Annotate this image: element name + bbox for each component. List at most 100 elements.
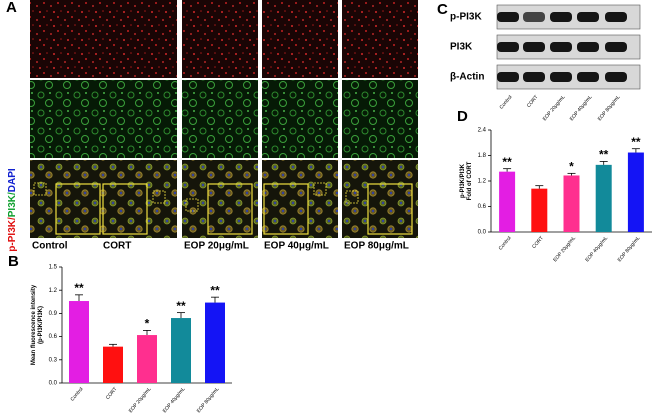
band: [577, 42, 599, 52]
band: [523, 72, 545, 82]
column-label: EOP 40μg/mL: [264, 241, 329, 252]
band: [577, 72, 599, 82]
inset-marker: [152, 190, 166, 204]
panel-letter: B: [8, 253, 19, 270]
y-tick-label: 0.0: [478, 230, 487, 236]
y-axis-label: Mean fluorescence intensity(p-PI3K/PI3K): [31, 284, 44, 365]
x-tick-label: EOP 40μg/mL: [584, 235, 609, 263]
column-label: EOP 20μg/mL: [184, 241, 249, 252]
inset-marker: [33, 182, 47, 196]
inset: [263, 183, 309, 235]
blot-row-label: β-Actin: [450, 72, 484, 83]
lane-label: EOP 40μg/mL: [569, 94, 594, 122]
bar: [171, 318, 191, 383]
bar: [627, 152, 644, 232]
micrograph: [342, 0, 418, 78]
x-tick-label: Control: [70, 386, 85, 402]
x-tick-label: EOP 20μg/mL: [128, 386, 153, 414]
stain-label: p-PI3K/PI3K/DAPI: [7, 168, 18, 252]
x-tick-label: CORT: [105, 386, 119, 401]
x-tick-label: EOP 20μg/mL: [552, 235, 577, 263]
y-tick-label: 1.2: [49, 288, 58, 294]
lane-label: CORT: [526, 94, 540, 109]
significance: **: [631, 135, 641, 149]
significance: **: [176, 299, 186, 313]
blot-row-label: PI3K: [450, 42, 473, 53]
x-tick-label: EOP 80μg/mL: [196, 386, 221, 414]
inset-marker: [185, 198, 199, 212]
panel-letter: A: [6, 0, 17, 16]
bar: [499, 171, 516, 232]
micrograph: [262, 0, 338, 78]
panel-letter: D: [457, 108, 468, 125]
stain-part: p-PI3K/: [7, 217, 18, 252]
micrograph: [262, 80, 338, 158]
inset-marker: [345, 190, 359, 204]
significance: **: [74, 281, 84, 295]
y-tick-label: 0.9: [49, 311, 58, 317]
stain-part: PI3K/: [7, 192, 18, 217]
bar: [531, 188, 548, 232]
y-tick-label: 1.2: [478, 179, 487, 185]
column-label: CORT: [103, 241, 131, 252]
x-tick-label: Control: [498, 235, 513, 251]
band: [550, 12, 572, 22]
band: [605, 12, 627, 22]
significance: *: [145, 317, 150, 331]
micrograph: [342, 80, 418, 158]
bar: [563, 175, 580, 232]
y-label-line: Mean fluorescence intensity: [31, 284, 37, 365]
inset: [55, 183, 101, 235]
x-tick-label: EOP 40μg/mL: [162, 386, 187, 414]
inset-marker: [313, 182, 327, 196]
bar: [137, 335, 157, 383]
band: [605, 72, 627, 82]
micrograph: [30, 80, 106, 158]
inset: [207, 183, 253, 235]
inset: [367, 183, 413, 235]
y-tick-label: 0.6: [478, 204, 487, 210]
significance: *: [569, 160, 574, 174]
band: [550, 42, 572, 52]
bar: [103, 346, 123, 383]
x-tick-label: CORT: [531, 235, 545, 250]
lane-label: Control: [499, 94, 514, 110]
significance: **: [210, 283, 220, 297]
y-label-line: Fold of CORT: [467, 161, 473, 200]
micrograph: [182, 80, 258, 158]
column-label: Control: [32, 241, 68, 252]
band: [550, 72, 572, 82]
band: [497, 42, 519, 52]
band: [577, 12, 599, 22]
significance: **: [599, 148, 609, 162]
blot-row-label: p-PI3K: [450, 12, 482, 23]
band: [497, 12, 519, 22]
significance: **: [502, 155, 512, 169]
y-tick-label: 2.4: [478, 128, 487, 134]
bar: [595, 164, 612, 232]
lane-label: EOP 20μg/mL: [542, 94, 567, 122]
stain-part: DAPI: [7, 168, 18, 192]
y-label-line: (p-PI3K/PI3K): [38, 306, 44, 344]
band: [523, 12, 545, 22]
y-tick-label: 0.6: [49, 334, 58, 340]
bar: [205, 302, 225, 383]
y-tick-label: 1.5: [49, 265, 58, 271]
y-tick-label: 1.8: [478, 153, 487, 159]
micrograph: [30, 0, 106, 78]
y-label-line: p-PI3K/PI3K: [460, 163, 466, 198]
y-tick-label: 0.3: [49, 357, 58, 363]
y-axis-label: p-PI3K/PI3KFold of CORT: [460, 161, 473, 200]
bar: [69, 301, 89, 383]
column-label: EOP 80μg/mL: [344, 241, 409, 252]
micrograph: [101, 0, 177, 78]
micrograph: [182, 0, 258, 78]
panel-letter: C: [437, 1, 448, 18]
y-tick-label: 0.0: [49, 381, 58, 387]
stain-text: p-PI3K/PI3K/DAPI: [7, 168, 18, 252]
x-tick-label: EOP 80μg/mL: [617, 235, 642, 263]
inset: [102, 183, 148, 235]
micrograph: [101, 80, 177, 158]
band: [497, 72, 519, 82]
